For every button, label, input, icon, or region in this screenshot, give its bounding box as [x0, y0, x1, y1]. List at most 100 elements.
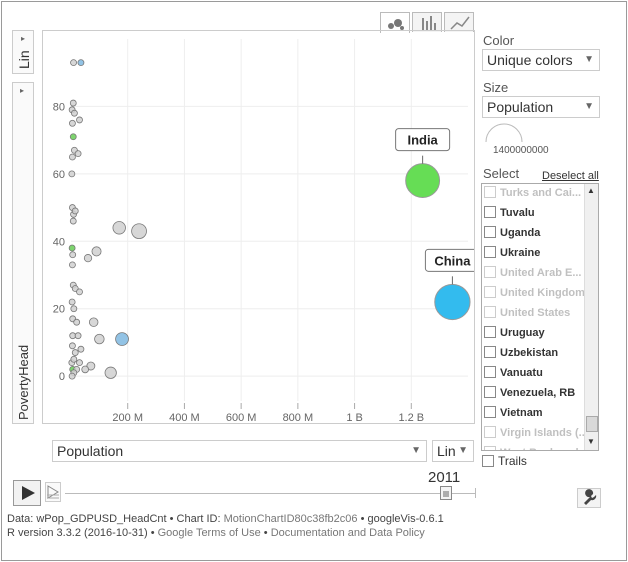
data-point	[74, 150, 82, 158]
triangle-down-icon: ▼	[458, 445, 468, 456]
entity-label: United Arab E...	[500, 267, 582, 279]
entity-checkbox[interactable]	[484, 266, 496, 279]
list-item[interactable]: Ukraine	[484, 244, 540, 262]
point-label: India	[407, 133, 438, 148]
list-item[interactable]: United Kingdom	[484, 284, 585, 302]
list-item[interactable]: Vietnam	[484, 404, 543, 422]
list-item[interactable]: Tuvalu	[484, 204, 535, 222]
footer-line-1: Data: wPop_GDPUSD_HeadCnt • Chart ID: Mo…	[7, 513, 444, 525]
entity-checkbox[interactable]	[484, 226, 496, 239]
list-item[interactable]: Venezuela, RB	[484, 384, 575, 402]
data-point	[83, 254, 93, 263]
entity-checkbox[interactable]	[484, 186, 496, 199]
x-tick-label: 800 M	[283, 412, 314, 423]
data-point	[71, 349, 79, 356]
tab-line[interactable]	[444, 12, 474, 32]
playback-speed-control[interactable]	[45, 482, 61, 502]
footer-line-2: R version 3.3.2 (2016-10-31) • Google Te…	[7, 527, 425, 539]
entity-checkbox[interactable]	[484, 306, 496, 319]
x-variable-select[interactable]: Population ▼	[52, 440, 427, 462]
data-point	[68, 372, 76, 380]
data-point	[88, 317, 99, 327]
y-scale-select[interactable]: Lin ▸	[12, 30, 34, 74]
data-point	[69, 251, 77, 259]
data-point	[71, 109, 78, 117]
data-point	[94, 333, 105, 345]
list-item[interactable]: Vanuatu	[484, 364, 543, 382]
list-item[interactable]: West Bank and...	[484, 444, 588, 450]
x-scale-select[interactable]: Lin ▼	[432, 440, 474, 462]
y-scale-label: Lin	[16, 50, 32, 69]
tab-bar[interactable]	[412, 12, 442, 32]
entity-label: Virgin Islands (...	[500, 427, 588, 439]
color-select[interactable]: Unique colors ▼	[482, 49, 600, 71]
play-button[interactable]	[13, 480, 41, 506]
list-item[interactable]: Uzbekistan	[484, 344, 558, 362]
deselect-all-link[interactable]: Deselect all	[542, 170, 599, 182]
time-slider-track[interactable]	[65, 493, 475, 494]
trails-checkbox[interactable]	[482, 454, 494, 467]
data-point	[69, 261, 76, 269]
triangle-down-icon: ▼	[584, 54, 594, 65]
list-item[interactable]: Virgin Islands (...	[484, 424, 588, 442]
scroll-up-button[interactable]: ▲	[587, 186, 595, 195]
entity-select-list[interactable]: Turks and Cai... Tuvalu Uganda Ukraine Unite…	[481, 183, 599, 451]
y-axis-label: PovertyHead	[16, 344, 31, 420]
y-tick-label: 0	[59, 371, 65, 383]
plot-area: 0 20 40 60 80 200 M 400 M 600 M 800 M 1 B 1.2 B Ind…	[42, 30, 480, 424]
list-scrollbar[interactable]: ▲ ▼	[584, 184, 598, 450]
color-select-value: Unique colors	[487, 52, 573, 68]
data-point	[91, 246, 102, 257]
entity-checkbox[interactable]	[484, 386, 496, 399]
scroll-down-button[interactable]: ▼	[587, 437, 595, 446]
list-item[interactable]: Uganda	[484, 224, 540, 242]
color-panel-label: Color	[483, 33, 515, 48]
x-scale-label: Lin	[437, 443, 456, 459]
data-point	[76, 288, 83, 296]
terms-link[interactable]: Google Terms of Use	[157, 527, 261, 539]
x-tick-label: 1 B	[346, 412, 363, 423]
entity-checkbox[interactable]	[484, 286, 496, 299]
docs-link[interactable]: Documentation and Data Policy	[270, 527, 425, 539]
list-item[interactable]: Turks and Cai...	[484, 184, 581, 202]
time-slider-thumb[interactable]	[440, 486, 452, 500]
settings-button[interactable]	[577, 488, 601, 508]
entity-label: Turks and Cai...	[500, 187, 582, 199]
footer-separator: •	[260, 527, 271, 539]
entity-checkbox[interactable]	[484, 206, 496, 219]
tab-bubble[interactable]	[380, 12, 410, 33]
wrench-icon	[584, 489, 597, 505]
time-slider-tick	[475, 488, 476, 498]
chart-id-link[interactable]: MotionChartID80c38fb2c06	[223, 513, 358, 525]
data-point	[68, 170, 76, 178]
x-tick-label: 1.2 B	[398, 412, 424, 423]
data-point	[69, 99, 77, 107]
entity-checkbox[interactable]	[484, 426, 496, 439]
entity-checkbox[interactable]	[484, 406, 496, 419]
list-item[interactable]: United Arab E...	[484, 264, 582, 282]
entity-checkbox[interactable]	[484, 446, 496, 450]
size-select[interactable]: Population ▼	[482, 96, 600, 118]
entity-checkbox[interactable]	[484, 366, 496, 379]
bubble-chart-icon	[388, 19, 404, 30]
speed-icon	[47, 485, 59, 499]
entity-checkbox[interactable]	[484, 326, 496, 339]
list-item[interactable]: Uruguay	[484, 324, 545, 342]
list-item[interactable]: United States	[484, 304, 570, 322]
entity-checkbox[interactable]	[484, 346, 496, 359]
triangle-down-icon: ▼	[584, 101, 594, 112]
entity-label: West Bank and...	[500, 447, 588, 450]
point-label: China	[434, 253, 471, 268]
y-variable-select[interactable]: ▸ PovertyHead	[12, 82, 34, 424]
entity-checkbox[interactable]	[484, 246, 496, 259]
scatter-plot: 0 20 40 60 80 200 M 400 M 600 M 800 M 1 B 1.2 B Ind…	[53, 39, 480, 424]
scroll-thumb[interactable]	[586, 416, 598, 432]
trails-toggle[interactable]: Trails	[482, 454, 527, 468]
highlighted-point	[405, 163, 441, 199]
data-point	[115, 332, 129, 346]
data-point	[70, 355, 78, 363]
data-point	[70, 59, 77, 67]
data-point	[69, 153, 76, 161]
x-tick-label: 600 M	[226, 412, 257, 423]
